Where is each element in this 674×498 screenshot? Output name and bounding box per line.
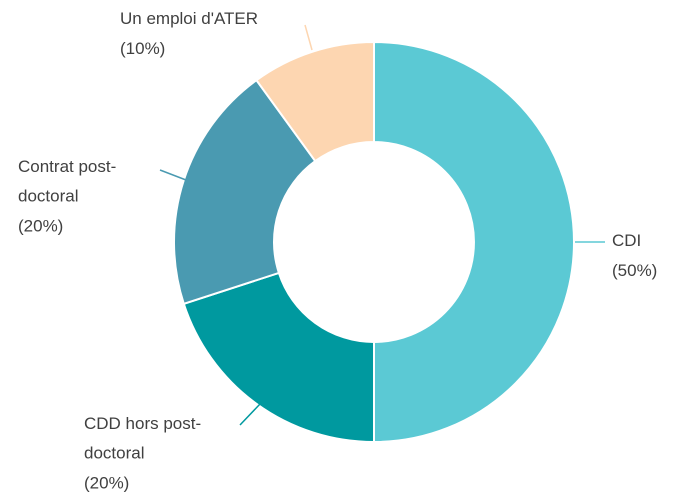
value-label: (50%) bbox=[612, 261, 657, 280]
label-line: doctoral bbox=[18, 187, 78, 206]
leader-line bbox=[304, 24, 313, 51]
category-label: Contrat post-doctoral bbox=[18, 157, 116, 206]
leader-line bbox=[239, 403, 261, 426]
donut-segment bbox=[255, 40, 375, 163]
donut-segment bbox=[182, 271, 375, 444]
category-label: CDD hors post-doctoral bbox=[84, 414, 201, 463]
label-line: Contrat post- bbox=[18, 157, 116, 176]
donut-segment bbox=[373, 40, 575, 444]
value-label: (20%) bbox=[84, 473, 129, 492]
leader-line bbox=[159, 169, 187, 181]
label-line: CDD hors post- bbox=[84, 414, 201, 433]
value-label: (20%) bbox=[18, 216, 63, 235]
donut-segment bbox=[173, 78, 317, 306]
category-label: Un emploi d'ATER bbox=[120, 9, 258, 28]
value-label: (10%) bbox=[120, 39, 165, 58]
label-line: doctoral bbox=[84, 444, 144, 463]
label-line: CDI bbox=[612, 231, 641, 250]
category-label: CDI bbox=[612, 231, 641, 250]
label-line: Un emploi d'ATER bbox=[120, 9, 258, 28]
